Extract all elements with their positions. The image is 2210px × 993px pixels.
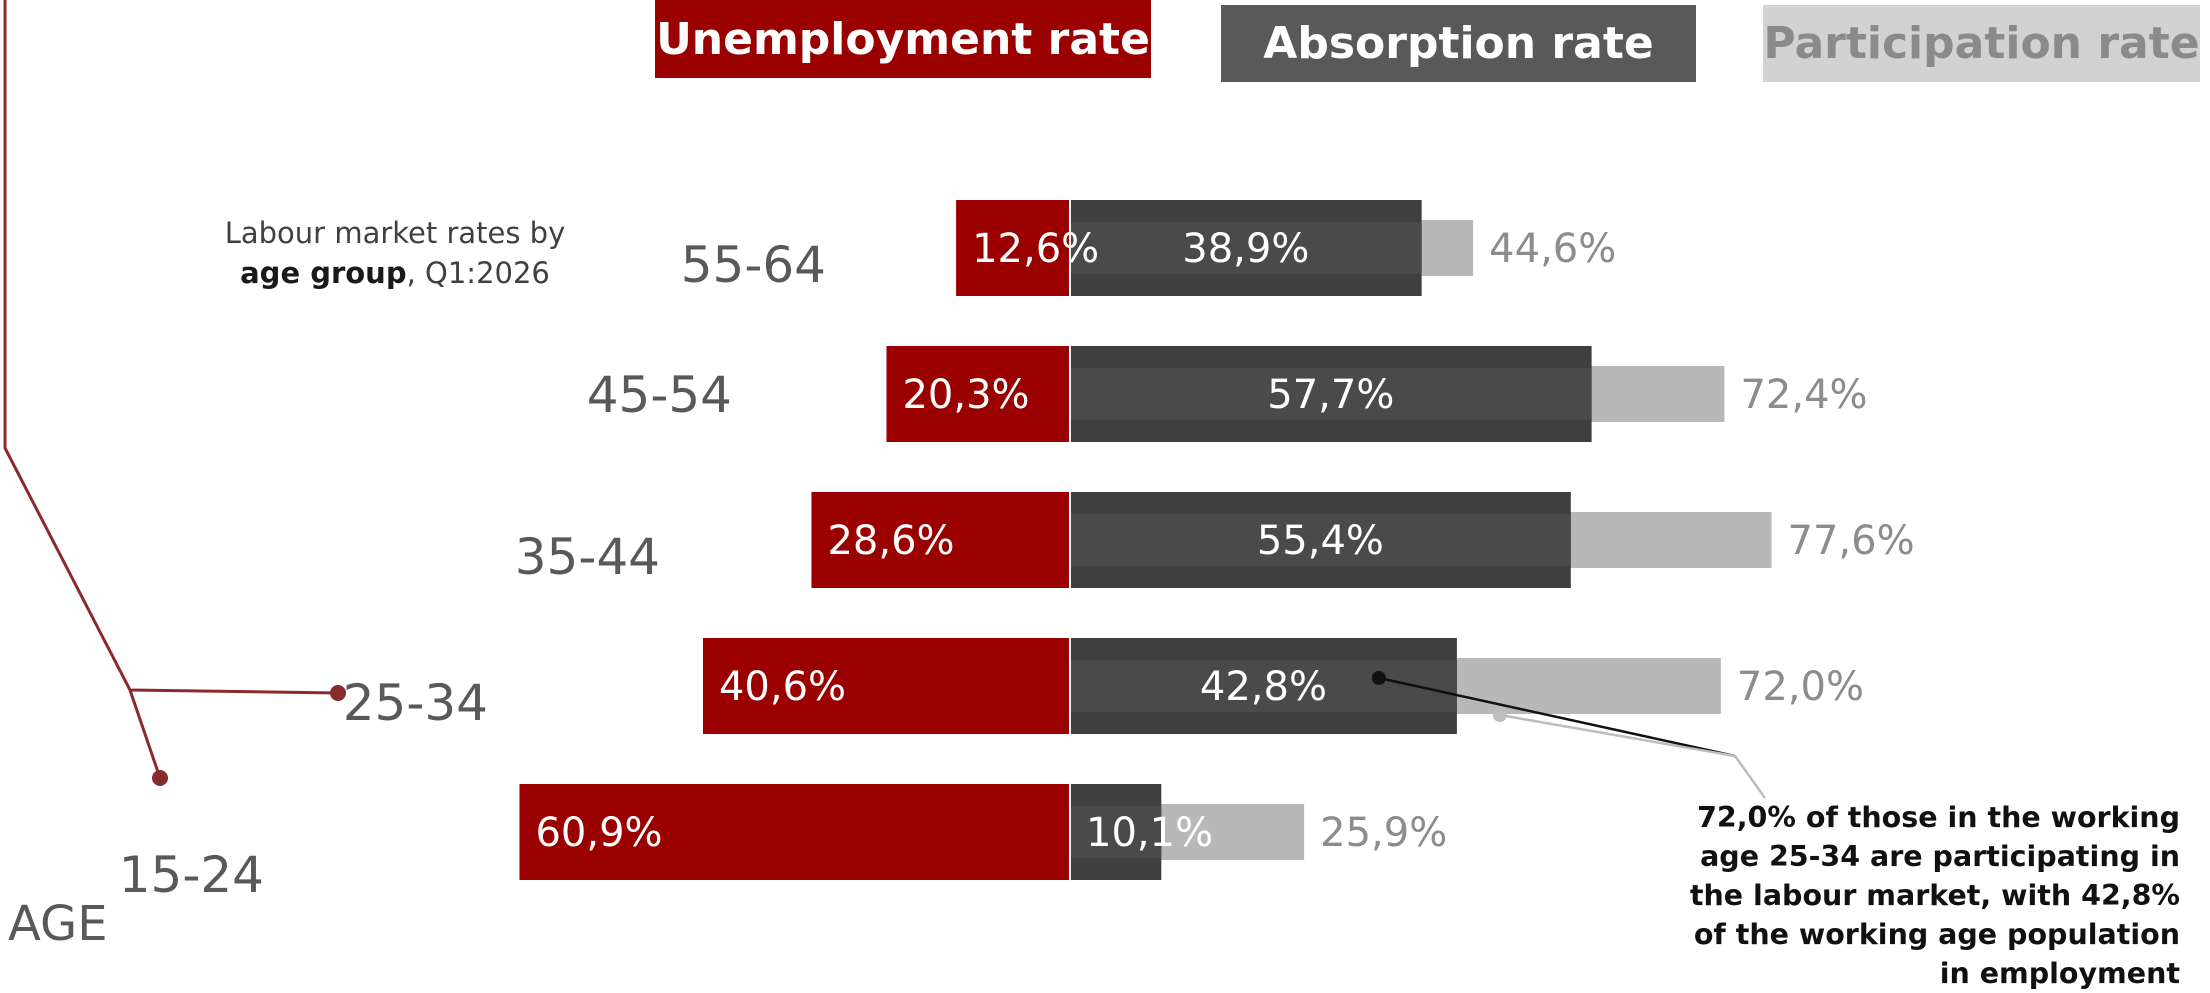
- label-absorption-35-44: 55,4%: [1257, 518, 1384, 564]
- bar-absorption-band-55-64: [1070, 222, 1422, 274]
- callout-annotation: 72,0% of those in the working age 25-34 …: [1650, 798, 2180, 993]
- category-label-45-54: 45-54: [587, 366, 732, 424]
- label-unemployment-25-34: 40,6%: [719, 664, 846, 710]
- bar-unemployment-25-34: [702, 638, 1070, 734]
- label-participation-15-24: 25,9%: [1320, 810, 1447, 856]
- connector-line-15-24: [128, 689, 162, 779]
- bar-absorption-band-45-54: [1070, 368, 1592, 420]
- label-participation-25-34: 72,0%: [1737, 664, 1864, 710]
- legend-participation-rate: Participation rate: [1763, 5, 2200, 82]
- legend-unemployment-rate: Unemployment rate: [655, 0, 1151, 78]
- subtitle-line-1: Labour market rates by: [224, 216, 566, 250]
- bar-absorption-band-25-34: [1070, 660, 1457, 712]
- annotation-line-4: of the working age population: [1693, 918, 2180, 951]
- callout-line-absorption: [1378, 676, 1736, 758]
- label-absorption-45-54: 57,7%: [1267, 372, 1394, 418]
- label-unemployment-35-44: 28,6%: [827, 518, 954, 564]
- bar-unemployment-45-54: [886, 346, 1070, 442]
- label-unemployment-15-24: 60,9%: [535, 810, 662, 856]
- bar-unemployment-35-44: [811, 492, 1070, 588]
- legend-absorption-rate: Absorption rate: [1221, 5, 1696, 82]
- callout-line-participation: [1499, 713, 1767, 799]
- chart-subtitle: Labour market rates by age group, Q1:202…: [210, 213, 580, 293]
- age-axis-label: AGE: [8, 896, 108, 952]
- category-label-15-24: 15-24: [119, 846, 264, 904]
- annotation-line-1: 72,0% of those in the working: [1697, 801, 2180, 834]
- connector-dot-25-34: [330, 685, 346, 701]
- annotation-line-5: in employment: [1939, 957, 2180, 990]
- annotation-line-3: the labour market, with 42,8%: [1689, 879, 2180, 912]
- label-participation-45-54: 72,4%: [1740, 372, 1867, 418]
- bar-unemployment-55-64: [956, 200, 1070, 296]
- subtitle-bold-text: age group: [240, 256, 407, 290]
- label-unemployment-45-54: 20,3%: [902, 372, 1029, 418]
- subtitle-line-2: age group, Q1:2026: [210, 253, 580, 293]
- connector-line-25-34: [3, 0, 339, 695]
- category-label-25-34: 25-34: [343, 674, 488, 732]
- label-absorption-25-34: 42,8%: [1200, 664, 1327, 710]
- label-participation-55-64: 44,6%: [1489, 226, 1616, 272]
- annotation-line-2: age 25-34 are participating in: [1700, 840, 2180, 873]
- subtitle-period-text: , Q1:2026: [406, 256, 550, 290]
- category-label-55-64: 55-64: [681, 236, 826, 294]
- bar-absorption-band-15-24: [1070, 806, 1162, 858]
- label-unemployment-55-64: 12,6%: [972, 226, 1099, 272]
- bar-absorption-band-35-44: [1070, 514, 1571, 566]
- category-label-35-44: 35-44: [515, 528, 660, 586]
- label-absorption-15-24: 10,1%: [1086, 810, 1213, 856]
- label-absorption-55-64: 38,9%: [1182, 226, 1309, 272]
- label-participation-35-44: 77,6%: [1788, 518, 1915, 564]
- bar-unemployment-15-24: [519, 784, 1070, 880]
- connector-dot-15-24: [152, 770, 168, 786]
